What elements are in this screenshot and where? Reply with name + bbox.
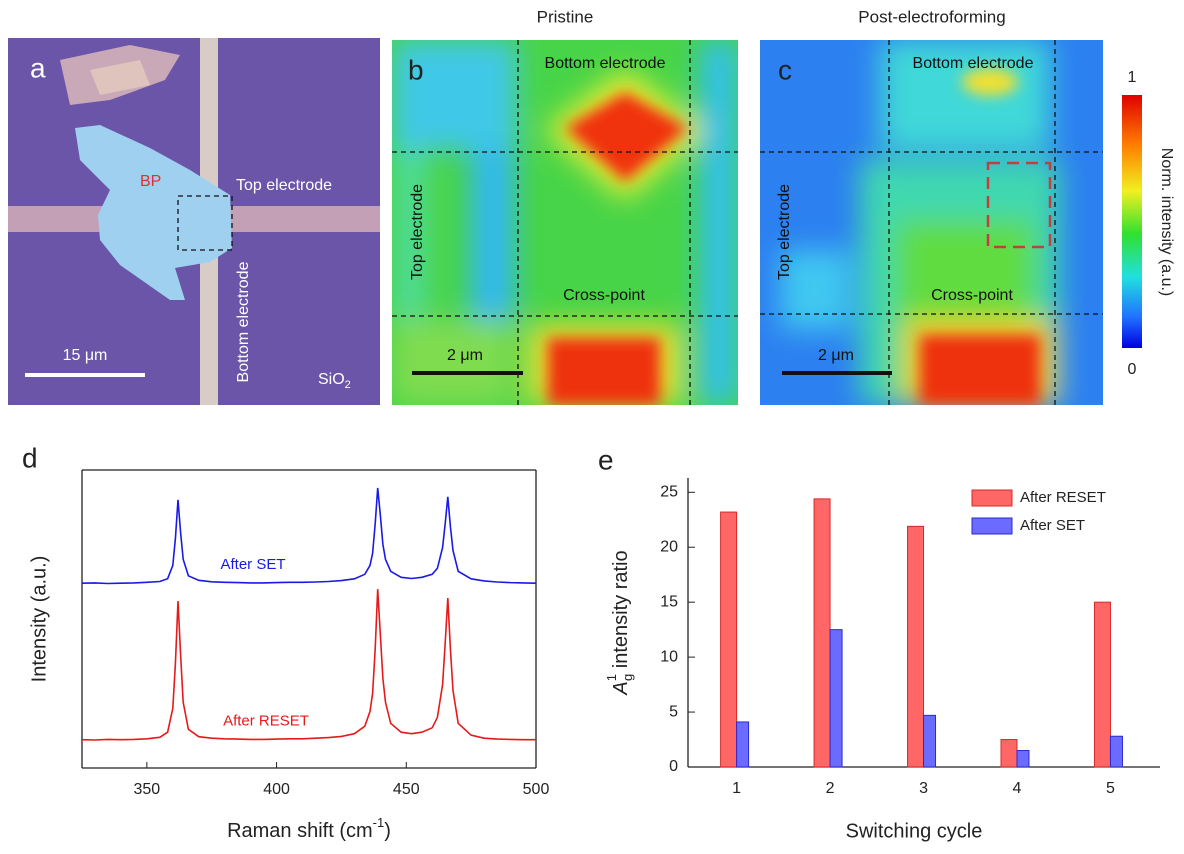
- bar: [720, 511, 738, 768]
- panel-label: a: [30, 52, 46, 83]
- x-tick-label: 500: [523, 781, 550, 798]
- x-tick-label: 1: [732, 780, 741, 797]
- bar: [813, 498, 831, 768]
- label-text: Raman shift (cm: [227, 820, 373, 842]
- x-tick-label: 400: [263, 781, 290, 798]
- panel-label: c: [778, 54, 792, 85]
- panel-c: Post-electroforming c Bottom electrode T…: [760, 7, 1103, 405]
- x-tick-label: 3: [919, 780, 928, 797]
- y-tick-label: 25: [660, 484, 678, 501]
- bp-flake: [75, 125, 232, 300]
- x-tick-label: 350: [134, 781, 161, 798]
- x-axis-label: Raman shift (cm-1): [227, 815, 391, 842]
- bar: [907, 525, 925, 768]
- bar: [1109, 735, 1123, 768]
- panel-label: d: [22, 442, 38, 473]
- subscript: 2: [345, 379, 351, 391]
- panel-label: e: [598, 444, 614, 475]
- label-text: ): [384, 820, 391, 842]
- bar: [736, 721, 750, 768]
- label-text: intensity ratio: [610, 550, 632, 673]
- panel-label: b: [408, 54, 424, 85]
- electrode-label: Bottom electrode: [913, 55, 1034, 72]
- bar: [1016, 750, 1030, 768]
- electrode-label: Top electrode: [776, 184, 793, 280]
- x-axis-label: Switching cycle: [846, 820, 983, 842]
- electrode-label: Top electrode: [236, 177, 332, 194]
- bar: [1000, 739, 1018, 768]
- scale-label: 2 μm: [818, 347, 854, 364]
- colorbar-max: 1: [1128, 69, 1137, 86]
- panel-title: Pristine: [537, 7, 594, 26]
- x-tick-label: 4: [1013, 780, 1022, 797]
- panel-title: Post-electroforming: [858, 7, 1005, 26]
- series-label: After SET: [220, 556, 285, 573]
- flake-label: BP: [140, 173, 161, 190]
- colorbar-gradient: [1122, 95, 1142, 348]
- panel-a: a BP Top electrode Bottom electrode 15 μ…: [8, 38, 380, 405]
- y-tick-label: 15: [660, 593, 678, 610]
- legend-label: After SET: [1020, 517, 1085, 534]
- y-axis-label: A1g intensity ratio: [604, 550, 635, 695]
- y-tick-label: 20: [660, 538, 678, 555]
- y-tick-label: 10: [660, 648, 678, 665]
- cross-point-label: Cross-point: [563, 287, 645, 304]
- scale-label: 15 μm: [63, 347, 108, 364]
- electrode-label: Bottom electrode: [545, 55, 666, 72]
- superscript: -1: [373, 815, 385, 830]
- flake-debris: [90, 60, 150, 95]
- legend-swatch: [971, 517, 1013, 535]
- subscript: g: [620, 674, 635, 681]
- bar: [829, 629, 843, 768]
- x-tick-label: 5: [1106, 780, 1115, 797]
- legend-swatch: [971, 489, 1013, 507]
- region-box: [986, 161, 1052, 249]
- superscript: 1: [604, 674, 619, 681]
- bar: [1093, 601, 1111, 768]
- colorbar-min: 0: [1128, 361, 1137, 378]
- spectrum-line: [81, 589, 536, 741]
- panel-b: Pristine b Bottom electrode Top electrod…: [392, 7, 738, 405]
- legend-label: After RESET: [1020, 489, 1106, 506]
- colorbar-label: Norm. intensity (a.u.): [1158, 148, 1175, 296]
- crosspoint-box: [177, 195, 233, 251]
- bar: [923, 714, 937, 768]
- electrode-label: Top electrode: [409, 184, 426, 280]
- spectrum-line: [81, 487, 537, 585]
- substrate-label: SiO2: [318, 371, 351, 391]
- text: SiO: [318, 371, 345, 388]
- colorbar: 1 0 Norm. intensity (a.u.): [1122, 69, 1175, 378]
- scale-label: 2 μm: [447, 347, 483, 364]
- x-tick-label: 450: [393, 781, 420, 798]
- y-axis-label: Intensity (a.u.): [28, 556, 50, 683]
- cross-point-label: Cross-point: [931, 287, 1013, 304]
- electrode-label: Bottom electrode: [235, 261, 252, 382]
- symbol: A: [610, 681, 632, 695]
- x-tick-label: 2: [826, 780, 835, 797]
- y-tick-label: 0: [669, 758, 678, 775]
- y-tick-label: 5: [669, 703, 678, 720]
- series-label: After RESET: [223, 713, 309, 730]
